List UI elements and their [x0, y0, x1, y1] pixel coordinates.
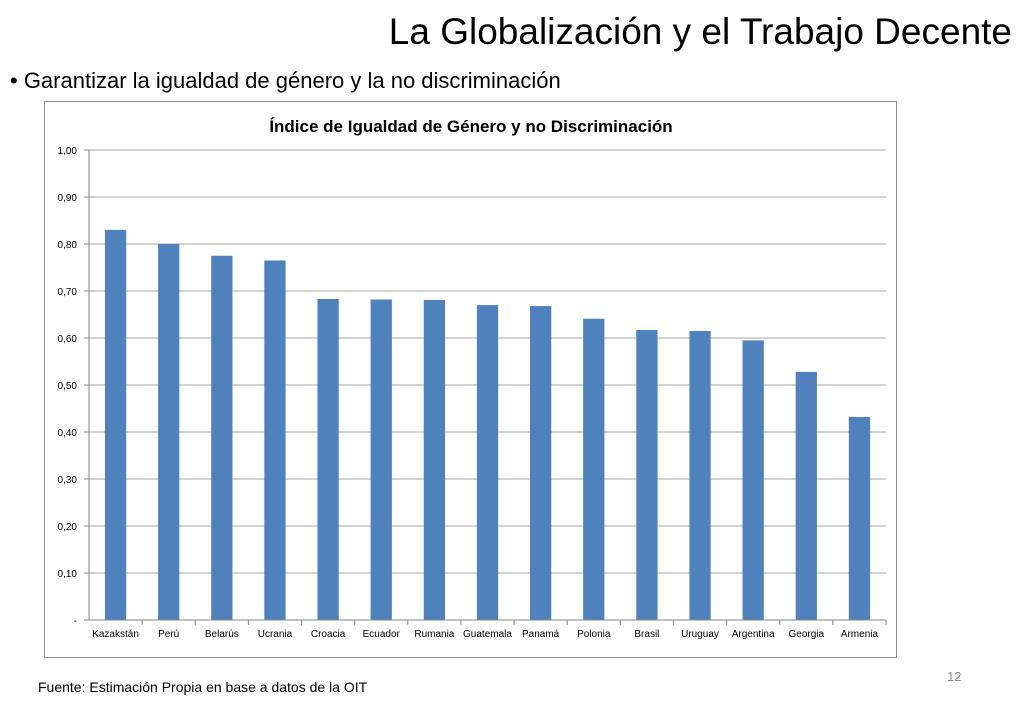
- chart-title: Índice de Igualdad de Género y no Discri…: [269, 117, 672, 136]
- x-tick-label: Ucrania: [258, 629, 293, 640]
- source-note: Fuente: Estimación Propia en base a dato…: [38, 679, 368, 695]
- y-tick-label: 0,40: [58, 428, 78, 439]
- y-tick-label: -: [74, 616, 77, 627]
- bar: [848, 416, 871, 620]
- bar: [423, 299, 445, 620]
- bullet-point: • Garantizar la igualdad de género y la …: [10, 68, 561, 93]
- bar: [636, 330, 658, 620]
- x-tick-label: Guatemala: [463, 629, 512, 640]
- bar: [264, 260, 286, 620]
- y-tick-label: 0,70: [58, 287, 78, 298]
- x-tick-label: Rumania: [414, 629, 454, 640]
- bars: [104, 229, 871, 620]
- bar: [476, 305, 499, 620]
- y-tick-label: 0,30: [58, 475, 78, 486]
- chart-frame: Índice de Igualdad de Género y no Discri…: [44, 101, 897, 658]
- x-tick-label: Polonia: [577, 629, 611, 640]
- page-number: 12: [947, 669, 962, 684]
- x-tick-label: Armenia: [841, 629, 879, 640]
- y-tick-label: 0,90: [58, 193, 78, 204]
- x-tick-label: Uruguay: [681, 629, 719, 640]
- bar: [317, 298, 339, 620]
- x-tick-label: Georgia: [789, 629, 825, 640]
- bar: [795, 371, 817, 620]
- x-tick-label: Perú: [158, 629, 179, 640]
- x-tick-label: Argentina: [732, 629, 775, 640]
- x-tick-label: Brasil: [634, 629, 659, 640]
- y-tick-label: 0,10: [58, 569, 78, 580]
- y-tick-label: 0,60: [58, 334, 78, 345]
- x-tick-label: Belarús: [205, 629, 239, 640]
- x-tick-label: Ecuador: [363, 629, 401, 640]
- bar: [583, 318, 605, 620]
- axes: [84, 149, 887, 625]
- bar: [689, 330, 711, 620]
- bar: [158, 244, 180, 620]
- bar: [742, 340, 764, 620]
- bar: [211, 255, 233, 620]
- x-tick-label: Panamá: [522, 629, 560, 640]
- bar: [370, 299, 392, 620]
- axis-labels: - 0,10 0,20 0,30 0,40 0,50 0,60 0,70 0,80 0,90 1,0…: [58, 146, 879, 640]
- y-tick-label: 1,00: [58, 146, 78, 157]
- y-tick-label: 0,20: [58, 522, 78, 533]
- slide-title: La Globalización y el Trabajo Decente: [388, 11, 1012, 52]
- x-tick-label: Croacia: [311, 629, 346, 640]
- y-tick-label: 0,80: [58, 240, 78, 251]
- y-tick-label: 0,50: [58, 381, 78, 392]
- bar: [530, 306, 552, 620]
- bar: [104, 229, 127, 620]
- x-tick-label: Kazakstán: [92, 629, 139, 640]
- bar-chart: Índice de Igualdad de Género y no Discri…: [58, 117, 887, 640]
